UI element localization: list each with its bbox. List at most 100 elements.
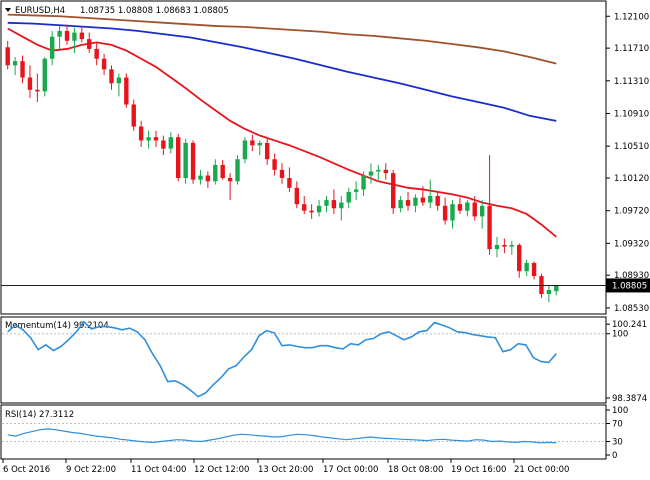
candle-body bbox=[361, 175, 366, 190]
candle-body bbox=[524, 262, 529, 272]
candle-body bbox=[272, 159, 277, 170]
candle-body bbox=[101, 58, 107, 70]
candle-body bbox=[428, 195, 433, 203]
candle-body bbox=[35, 89, 40, 92]
candle-body bbox=[176, 137, 181, 179]
candle-body bbox=[227, 178, 233, 182]
candle-body bbox=[116, 77, 122, 84]
candle-body bbox=[242, 140, 248, 160]
candle-body bbox=[331, 200, 337, 209]
rsi-panel: RSI(14) 27.3112 100 70 30 0 bbox=[0, 404, 628, 461]
candle-body bbox=[450, 204, 455, 221]
y-tick-label: 1.11310 bbox=[614, 77, 649, 87]
candle-body bbox=[79, 32, 85, 40]
candle-body bbox=[109, 69, 114, 84]
candle-body bbox=[339, 202, 344, 209]
x-tick-label: 11 Oct 04:00 bbox=[131, 465, 186, 475]
chart-ohlc: 1.08735 1.08808 1.08683 1.08805 bbox=[80, 6, 229, 16]
candle-body bbox=[131, 104, 136, 127]
candle-body bbox=[494, 245, 500, 250]
x-tick-label: 17 Oct 00:00 bbox=[323, 465, 378, 475]
y-tick-label: 1.09320 bbox=[614, 239, 649, 249]
momentum-line bbox=[7, 320, 557, 398]
candle-body bbox=[250, 140, 255, 146]
candle-body bbox=[346, 191, 351, 203]
candle-body bbox=[405, 200, 411, 206]
momentum-panel-frame bbox=[0, 316, 607, 404]
candle-body bbox=[146, 137, 151, 141]
candle-body bbox=[353, 189, 359, 192]
candle-body bbox=[12, 61, 18, 66]
candle-body bbox=[391, 173, 396, 209]
candle-body bbox=[420, 197, 426, 203]
y-tick-label: 1.09720 bbox=[614, 207, 649, 217]
candle-body bbox=[57, 30, 62, 37]
ma-slow-line bbox=[7, 13, 557, 65]
x-tick-label: 6 Oct 2016 bbox=[3, 465, 50, 475]
candle-body bbox=[64, 30, 70, 41]
collapse-triangle-icon[interactable] bbox=[5, 8, 11, 12]
candle-body bbox=[213, 164, 218, 182]
candle-body bbox=[190, 142, 196, 180]
rsi-line bbox=[7, 428, 557, 444]
candle-body bbox=[487, 205, 492, 250]
candle-body bbox=[509, 245, 515, 247]
candle-body bbox=[302, 204, 307, 211]
x-tick-label: 12 Oct 12:00 bbox=[194, 465, 249, 475]
time-axis: 6 Oct 2016 9 Oct 22:00 11 Oct 04:00 12 Oct … bbox=[2, 459, 569, 475]
candle-body bbox=[442, 205, 448, 221]
candle-body bbox=[205, 175, 211, 182]
candle-body bbox=[72, 32, 77, 41]
candle-body bbox=[27, 77, 33, 90]
y-tick-label: 100.241 bbox=[612, 320, 647, 330]
y-tick-label: 1.10510 bbox=[614, 142, 649, 152]
candle-body bbox=[94, 48, 99, 59]
y-tick-label: 98.3874 bbox=[612, 394, 647, 404]
candle-body bbox=[316, 205, 322, 213]
candle-body bbox=[546, 289, 552, 295]
price-panel-frame bbox=[0, 0, 607, 315]
candle-body bbox=[465, 202, 470, 211]
candle-body bbox=[279, 169, 285, 179]
candle-body bbox=[87, 39, 92, 49]
ma-fast-line bbox=[7, 27, 557, 238]
momentum-title: Momentum(14) 99.2104 bbox=[5, 321, 109, 331]
candle-body bbox=[42, 58, 47, 92]
current-price-box bbox=[606, 278, 650, 293]
candle-body bbox=[168, 137, 173, 149]
x-tick-label: 9 Oct 22:00 bbox=[66, 465, 116, 475]
candle-body bbox=[502, 245, 507, 247]
y-tick-label: 1.11710 bbox=[614, 44, 649, 54]
price-panel: 1.12100 1.11710 1.11310 1.10910 1.10510 1.101… bbox=[0, 0, 650, 315]
candle-body bbox=[539, 276, 544, 295]
price-y-axis: 1.12100 1.11710 1.11310 1.10910 1.10510 1.101… bbox=[606, 12, 649, 314]
ma-slow-polyline bbox=[7, 13, 557, 65]
y-tick-label: 100 bbox=[612, 406, 628, 416]
y-tick-label: 1.10120 bbox=[614, 174, 649, 184]
rsi-y-axis: 100 70 30 0 bbox=[2, 406, 628, 461]
candle-body bbox=[5, 47, 10, 66]
x-tick-label: 18 Oct 08:00 bbox=[388, 465, 443, 475]
rsi-title: RSI(14) 27.3112 bbox=[5, 410, 74, 420]
y-tick-label: 30 bbox=[612, 438, 623, 448]
candle-body bbox=[161, 140, 166, 149]
y-tick-label: 70 bbox=[612, 420, 623, 430]
candles-group bbox=[5, 24, 559, 303]
candle-body bbox=[49, 36, 55, 59]
candle-body bbox=[294, 187, 300, 205]
candle-body bbox=[287, 178, 292, 188]
candle-body bbox=[324, 200, 329, 206]
x-tick-label: 13 Oct 20:00 bbox=[258, 465, 313, 475]
candle-body bbox=[554, 285, 559, 292]
ma-mid-line bbox=[7, 21, 557, 122]
chart-symbol: EURUSD,H4 bbox=[15, 6, 65, 16]
candle-body bbox=[457, 204, 463, 211]
candle-body bbox=[235, 159, 240, 182]
candle-body bbox=[124, 77, 129, 105]
x-tick-label: 19 Oct 16:00 bbox=[451, 465, 506, 475]
candle-body bbox=[383, 169, 388, 174]
y-tick-label: 100 bbox=[612, 330, 628, 340]
candle-body bbox=[413, 197, 418, 206]
